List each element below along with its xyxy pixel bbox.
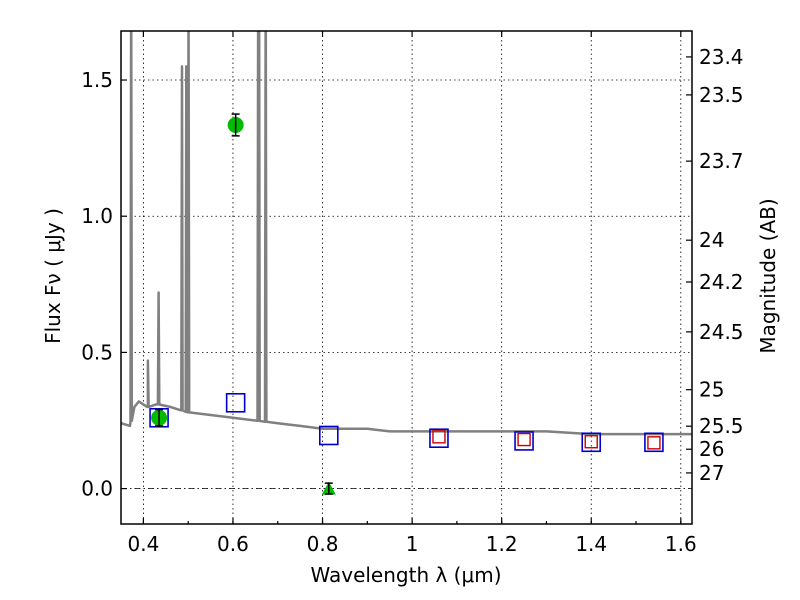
model-phot-blue-square [318,425,339,446]
model-phot-red-square [584,435,598,449]
y-tick-label: 0.5 [81,340,113,364]
model-phot-red-square [647,436,661,450]
x-tick-label: 1.4 [575,532,607,556]
y2-axis-label: Magnitude (AB) [756,198,780,353]
y2-tick-label: 27 [699,461,724,485]
model-phot-red-square [432,430,446,444]
y2-tick-label: 25.5 [699,414,744,438]
y2-tick-label: 23.7 [699,149,744,173]
x-axis-label: Wavelength λ (μm) [310,563,501,587]
model-phot-red-square [517,432,531,447]
model-phot-blue-square [429,428,449,449]
y2-tick-label: 24 [699,228,724,252]
y-axis-label: Flux Fν ( μJy ) [41,208,65,344]
model-phot-blue-square [514,431,534,451]
axis-layer: 0.4 0.6 0.8 1 1.2 1.4 1.6 0.0 0.5 1.0 1.5 23.4 23.5 2… [81,31,744,556]
x-tick-label: 0.4 [127,532,159,556]
model-phot-blue-square [644,432,664,453]
y2-tick-label: 23.4 [699,45,744,69]
model-phot-blue-square [149,407,169,428]
y-tick-label: 1.0 [81,204,113,228]
y-tick-label: 1.5 [81,68,113,92]
plot-frame [120,30,693,525]
x-tick-label: 1 [406,532,419,556]
y2-tick-label: 24.2 [699,270,744,294]
model-phot-blue-square [581,432,602,453]
x-tick-label: 0.8 [307,532,339,556]
x-tick-label: 1.6 [665,532,697,556]
model-phot-blue-square [225,392,246,413]
y2-tick-label: 24.5 [699,320,744,344]
y-tick-label: 0.0 [81,477,113,501]
data-layer [121,31,692,495]
x-tick-label: 0.6 [217,532,249,556]
model-sed-line [121,31,692,436]
y2-tick-label: 25 [699,378,724,402]
grid-layer [121,31,692,524]
y2-tick-label: 26 [699,437,724,461]
x-tick-label: 1.2 [486,532,518,556]
y2-tick-label: 23.5 [699,83,744,107]
